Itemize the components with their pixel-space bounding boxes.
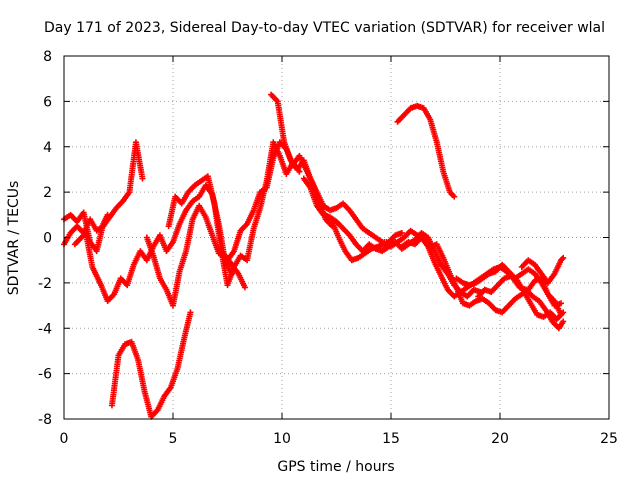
y-axis-label: SDTVAR / TECUs	[6, 181, 22, 296]
data-point	[398, 229, 405, 236]
data-point	[139, 175, 146, 182]
data-point	[558, 300, 565, 307]
x-tick-label: 25	[600, 431, 618, 447]
y-tick-label: 8	[43, 49, 52, 65]
x-tick-label: 10	[273, 431, 291, 447]
data-point	[560, 254, 567, 261]
y-tick-label: 4	[43, 140, 52, 156]
data-point	[560, 318, 567, 325]
y-tick-label: -6	[38, 367, 52, 383]
x-tick-label: 0	[60, 431, 69, 447]
x-axis-label: GPS time / hours	[277, 459, 394, 475]
x-tick-label: 5	[169, 431, 178, 447]
y-tick-label: 0	[43, 231, 52, 247]
series-arc-1	[61, 139, 146, 248]
chart-title: Day 171 of 2023, Sidereal Day-to-day VTE…	[44, 20, 605, 36]
data-point	[241, 284, 248, 291]
y-tick-label: -2	[38, 276, 52, 292]
y-tick-label: 2	[43, 185, 52, 201]
series-arc-14	[475, 273, 567, 323]
series-arc-15	[518, 254, 567, 286]
x-tick-label: 20	[491, 431, 509, 447]
y-tick-label: -8	[38, 412, 52, 428]
data-point	[560, 309, 567, 316]
y-tick-label: -4	[38, 321, 52, 337]
series-arc-11	[394, 102, 458, 200]
x-tick-label: 15	[382, 431, 400, 447]
ticks-layer: 0 5 10 15 20 25 -8 -6 -4 -2 0 2 4 6 8	[38, 49, 618, 447]
series-arc-13	[453, 261, 565, 318]
data-point	[559, 256, 566, 263]
series-arc-8	[268, 91, 405, 246]
data-point	[187, 309, 194, 316]
points-layer	[61, 91, 567, 420]
series-arc-4	[108, 309, 194, 420]
data-point	[451, 193, 458, 200]
data-point	[104, 211, 111, 218]
y-tick-label: 6	[43, 94, 52, 110]
